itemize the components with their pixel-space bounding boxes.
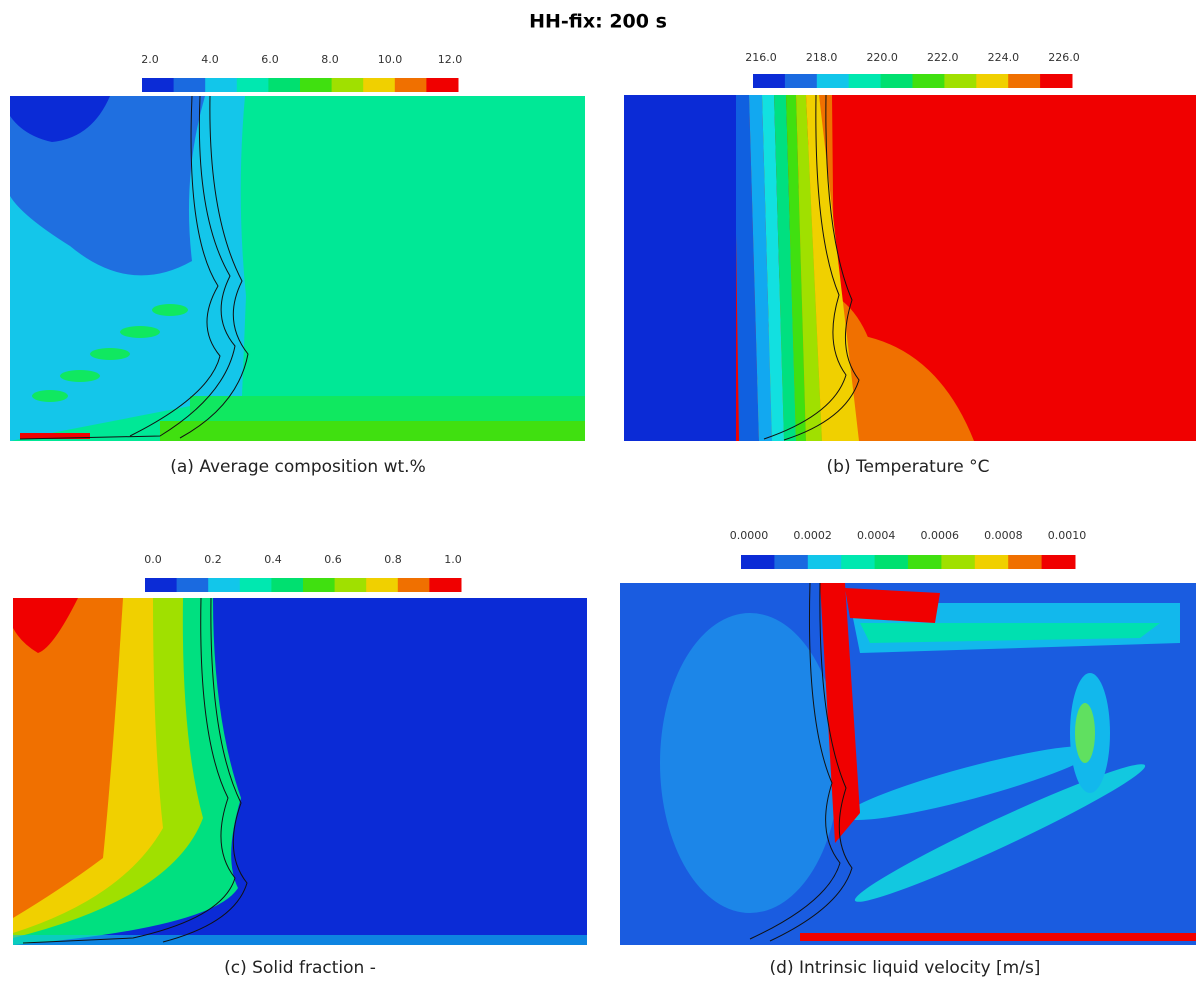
colorbar-segment	[208, 578, 241, 592]
colorbar-segment	[753, 74, 786, 88]
colorbar-label: 0.2	[204, 553, 222, 566]
colorbar-segment	[176, 578, 209, 592]
colorbar-label: 0.0006	[921, 529, 960, 542]
colorbar-segment	[1008, 555, 1043, 569]
colorbar-segment	[912, 74, 945, 88]
contour-plot-a	[10, 95, 585, 441]
colorbar-segment	[941, 555, 976, 569]
colorbar-label: 0.0010	[1048, 529, 1087, 542]
colorbar-segment	[741, 555, 775, 569]
contour-plot-c	[13, 597, 587, 945]
colorbar-label: 0.0008	[984, 529, 1023, 542]
colorbar-segment	[145, 578, 178, 592]
figure-title: HH-fix: 200 s	[529, 11, 667, 33]
colorbar-segment	[848, 74, 882, 88]
colorbar-label: 0.0004	[857, 529, 896, 542]
colorbar-segment	[1040, 74, 1073, 88]
colorbar-label: 226.0	[1048, 51, 1080, 64]
colorbar-label: 8.0	[321, 53, 339, 66]
colorbar-label: 0.8	[384, 553, 402, 566]
caption: (d) Intrinsic liquid velocity [m/s]	[770, 958, 1041, 978]
colorbar-label: 2.0	[141, 53, 159, 66]
colorbar-segment	[397, 578, 430, 592]
colorbar-label: 0.0002	[793, 529, 832, 542]
colorbar-label: 222.0	[927, 51, 959, 64]
colorbar-label: 1.0	[444, 553, 462, 566]
colorbar-segment	[874, 555, 909, 569]
colorbar-segment	[974, 555, 1009, 569]
colorbar-label: 220.0	[866, 51, 898, 64]
colorbar-segment	[944, 74, 977, 88]
colorbar-segment	[841, 555, 876, 569]
colorbar-segment	[394, 78, 427, 92]
contour-plot-b	[624, 94, 1196, 441]
caption: (c) Solid fraction -	[224, 958, 376, 978]
colorbar-segment	[784, 74, 818, 88]
colorbar-segment	[1041, 555, 1076, 569]
contour-plot-d	[620, 582, 1196, 945]
caption: (b) Temperature °C	[827, 457, 990, 477]
colorbar-label: 218.0	[806, 51, 838, 64]
colorbar-segment	[976, 74, 1009, 88]
colorbar-label: 0.4	[264, 553, 282, 566]
colorbar-segment	[429, 578, 462, 592]
colorbar-segment	[1008, 74, 1041, 88]
colorbar-label: 12.0	[438, 53, 463, 66]
colorbar-label: 216.0	[745, 51, 777, 64]
colorbar-segment	[236, 78, 269, 92]
colorbar-label: 0.6	[324, 553, 342, 566]
colorbar-label: 4.0	[201, 53, 219, 66]
colorbar-segment	[807, 555, 842, 569]
colorbar-segment	[880, 74, 913, 88]
colorbar-label: 10.0	[378, 53, 403, 66]
colorbar-segment	[774, 555, 809, 569]
colorbar-segment	[334, 578, 367, 592]
colorbar-segment	[271, 578, 304, 592]
colorbar-segment	[363, 78, 396, 92]
colorbar-segment	[366, 578, 399, 592]
colorbar-segment	[268, 78, 301, 92]
colorbar-segment	[426, 78, 459, 92]
colorbar-segment	[816, 74, 850, 88]
colorbar-label: 0.0	[144, 553, 162, 566]
colorbar-segment	[331, 78, 364, 92]
colorbar-label: 0.0000	[730, 529, 769, 542]
colorbar-segment	[173, 78, 206, 92]
colorbar-segment	[300, 78, 333, 92]
colorbar-segment	[205, 78, 238, 92]
colorbar-label: 224.0	[988, 51, 1020, 64]
colorbar-label: 6.0	[261, 53, 279, 66]
colorbar-segment	[142, 78, 175, 92]
caption: (a) Average composition wt.%	[170, 457, 425, 477]
colorbar-segment	[239, 578, 272, 592]
colorbar-segment	[303, 578, 336, 592]
colorbar-segment	[908, 555, 942, 569]
